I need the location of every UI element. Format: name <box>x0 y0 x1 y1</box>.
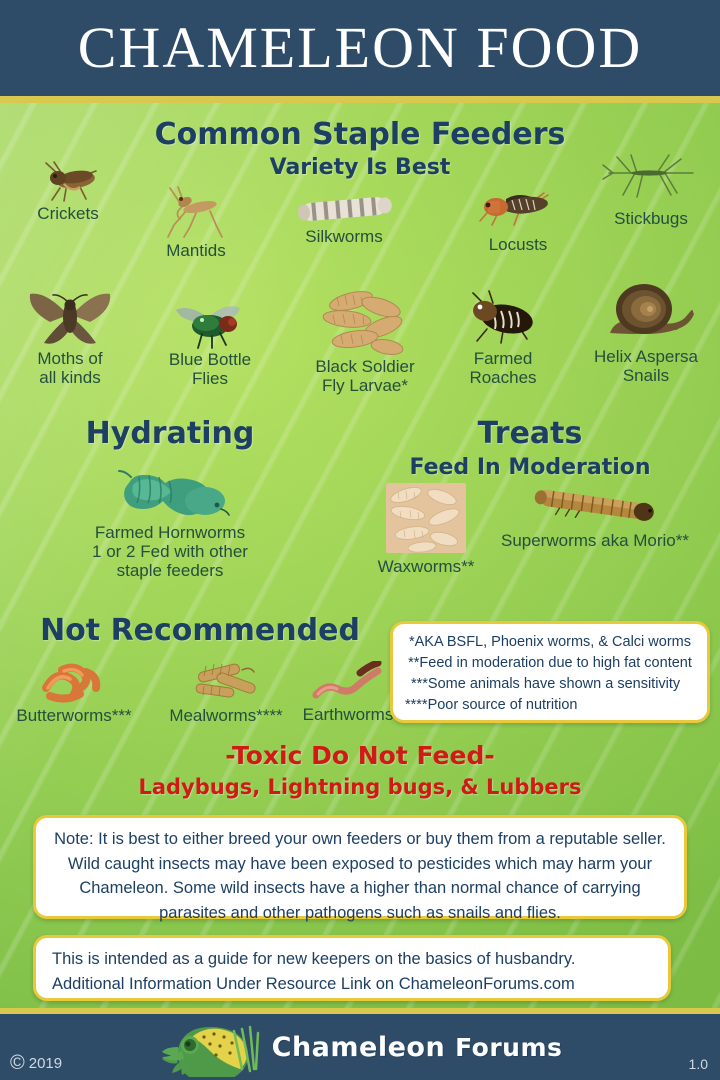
note-text: Note: It is best to either breed your ow… <box>54 830 666 922</box>
treats-label: Superworms aka Morio** <box>500 531 689 550</box>
butterworm-icon <box>42 663 101 703</box>
notrec-label: Butterworms*** <box>16 706 132 725</box>
page-title: CHAMELEON FOOD <box>77 15 643 80</box>
fly-icon <box>176 306 240 349</box>
feeder-item-locusts: Locusts <box>448 185 588 254</box>
feeder-label: Crickets <box>37 204 99 223</box>
hydrating-label: Farmed Hornworms 1 or 2 Fed with other s… <box>92 523 248 580</box>
snail-icon <box>610 284 694 334</box>
treats-item-waxworms: Waxworms** <box>340 483 512 576</box>
feeder-item-moths: Moths of all kinds <box>10 283 130 387</box>
waxworm-icon <box>386 483 466 553</box>
feeder-label: Stickbugs <box>614 209 688 228</box>
guide-box: This is intended as a guide for new keep… <box>33 935 671 1001</box>
feeder-item-roaches: Farmed Roaches <box>440 289 566 387</box>
mantis-icon <box>167 186 223 238</box>
copyright: © 2019 <box>10 1052 62 1075</box>
mealworm-icon <box>195 663 256 698</box>
toxic-title: -Toxic Do Not Feed- <box>225 741 495 770</box>
feeder-item-stickbugs: Stickbugs <box>588 151 714 228</box>
feeder-label: Silkworms <box>305 227 383 246</box>
hydrating-heading: Hydrating <box>85 416 255 451</box>
stickbug-icon <box>602 154 694 198</box>
poster-content: Common Staple Feeders Variety Is Best Cr… <box>0 103 720 1008</box>
copyright-year: 2019 <box>28 1055 63 1072</box>
version-label: 1.0 <box>688 1056 708 1072</box>
treats-label: Waxworms** <box>377 557 475 576</box>
brand-lockup: Chameleon Forums <box>0 1014 720 1080</box>
guide-line-1: This is intended as a guide for new keep… <box>52 950 576 968</box>
footnote-legend-box: *AKA BSFL, Phoenix worms, & Calci worms … <box>390 621 710 723</box>
feeder-item-crickets: Crickets <box>8 158 128 223</box>
earthworm-icon <box>312 661 382 699</box>
notrec-item-mealworms: Mealworms**** <box>152 658 300 725</box>
brand-primary: Chameleon Forums <box>271 1031 563 1063</box>
not-recommended-heading: Not Recommended <box>40 613 360 648</box>
feeder-label: Helix Aspersa Snails <box>594 347 698 385</box>
moth-icon <box>29 293 111 344</box>
feeder-item-silkworms: Silkworms <box>278 193 410 246</box>
feeder-label: Moths of all kinds <box>37 349 103 387</box>
feeder-label: Black Soldier Fly Larvae* <box>315 357 415 395</box>
toxic-subtitle: Ladybugs, Lightning bugs, & Lubbers <box>138 775 582 799</box>
header-divider <box>0 96 720 103</box>
feeder-label: Mantids <box>166 241 226 260</box>
feeder-label: Blue Bottle Flies <box>168 350 252 388</box>
superworm-icon <box>534 489 654 521</box>
hornworm-icon <box>118 470 230 516</box>
feeder-item-blue-bottle-flies: Blue Bottle Flies <box>150 298 270 388</box>
bsfl-icon <box>322 291 404 355</box>
poster-header: CHAMELEON FOOD <box>0 0 720 96</box>
roach-icon <box>472 290 533 344</box>
treats-item-superworms: Superworms aka Morio** <box>470 483 720 550</box>
legend-line: ***Some animals have shown a sensitivity <box>411 676 681 692</box>
copyright-icon: © <box>10 1052 25 1074</box>
treats-heading: Treats <box>477 416 583 451</box>
guide-line-2: Additional Information Under Resource Li… <box>52 975 575 993</box>
chameleon-logo-icon <box>161 1025 259 1077</box>
feeder-label: Locusts <box>488 235 548 254</box>
feeder-item-bsfl: Black Soldier Fly Larvae* <box>295 283 435 395</box>
brand-secondary: Forums <box>455 1032 563 1062</box>
legend-line: ****Poor source of nutrition <box>405 697 578 713</box>
notrec-item-butterworms: Butterworms*** <box>0 658 148 725</box>
leaf-background <box>0 103 720 1008</box>
legend-line: *AKA BSFL, Phoenix worms, & Calci worms <box>408 634 692 650</box>
staple-subheading: Variety Is Best <box>269 155 451 180</box>
silkworm-icon <box>298 197 392 221</box>
feeder-item-mantids: Mantids <box>135 185 257 260</box>
notrec-item-earthworms: Earthworms <box>284 661 412 724</box>
feeder-item-snails: Helix Aspersa Snails <box>575 279 717 385</box>
note-box: Note: It is best to either breed your ow… <box>33 815 687 922</box>
cricket-icon <box>45 161 97 202</box>
staple-heading: Common Staple Feeders <box>154 117 566 152</box>
locust-icon <box>479 192 549 226</box>
footer-divider <box>0 1008 720 1014</box>
notrec-label: Earthworms <box>302 705 394 724</box>
poster-footer: Chameleon Forums © 2019 1.0 <box>0 1014 720 1080</box>
hydrating-item-hornworms: Farmed Hornworms 1 or 2 Fed with other s… <box>40 461 300 580</box>
notrec-label: Mealworms**** <box>169 706 283 725</box>
treats-subheading: Feed In Moderation <box>409 455 651 480</box>
feeder-label: Farmed Roaches <box>469 349 537 387</box>
legend-line: **Feed in moderation due to high fat con… <box>408 655 692 671</box>
